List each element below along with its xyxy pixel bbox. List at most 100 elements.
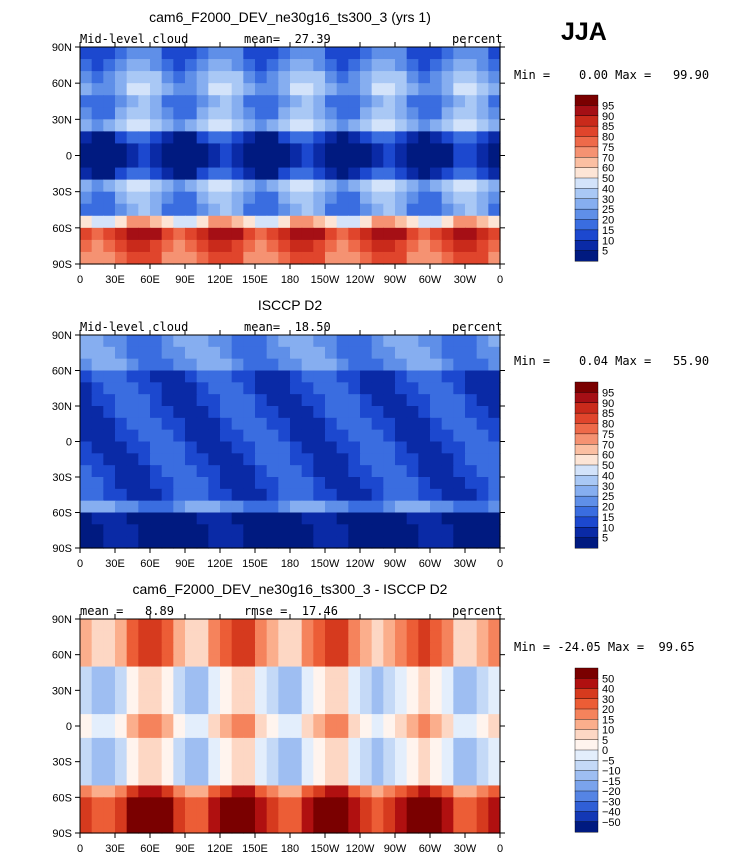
heat-cell — [313, 95, 326, 108]
heat-cell — [255, 512, 268, 525]
x-tick-label: 150E — [242, 558, 268, 570]
heat-cell — [138, 335, 151, 348]
heat-cell — [150, 654, 163, 668]
heat-cell — [465, 524, 478, 537]
heat-cell — [103, 191, 116, 205]
heat-cell — [476, 370, 489, 383]
heat-cell — [418, 346, 431, 360]
heat-cell — [103, 797, 116, 810]
heat-cell — [395, 797, 408, 810]
heat-cell — [325, 761, 338, 775]
heat-cell — [126, 227, 139, 241]
heat-cell — [91, 179, 104, 193]
heat-cell — [406, 773, 419, 787]
heat-cell — [360, 737, 373, 751]
heat-cell — [243, 107, 256, 120]
heat-cell — [418, 358, 431, 372]
heat-cell — [91, 678, 104, 691]
colorbar-label: 5 — [602, 735, 608, 747]
heat-cell — [185, 654, 198, 668]
heat-cell — [360, 47, 373, 60]
heat-cell — [231, 429, 244, 443]
heat-cell — [453, 215, 466, 229]
heat-cell — [465, 107, 478, 120]
heat-cell — [243, 642, 256, 656]
heat-cell — [266, 690, 279, 703]
heat-cell — [115, 47, 128, 60]
heat-cell — [348, 406, 361, 419]
heat-cell — [208, 749, 221, 763]
colorbar-label: 5 — [602, 246, 608, 258]
heat-cell — [348, 536, 361, 549]
heat-cell — [430, 477, 443, 490]
heat-cell — [173, 666, 186, 680]
heat-cell — [220, 107, 233, 120]
heat-cell — [371, 797, 384, 810]
heat-cell — [220, 500, 233, 514]
heat-cell — [441, 131, 454, 145]
heat-cell — [150, 370, 163, 383]
panel-2-map: 0 30E 60E 90E 120E 150E 180 150W 120W 90W 60W 30W 09… — [52, 330, 505, 570]
heat-cell — [173, 690, 186, 703]
heat-cell — [360, 797, 373, 810]
heat-cell — [278, 71, 291, 84]
heat-cell — [243, 429, 256, 443]
heat-cell — [138, 500, 151, 514]
heat-cell — [266, 714, 279, 727]
heat-cell — [196, 809, 209, 822]
x-tick-label: 120W — [346, 843, 375, 855]
heat-cell — [278, 239, 291, 253]
heat-cell — [348, 441, 361, 454]
heat-cell — [465, 239, 478, 253]
heat-cell — [371, 83, 384, 96]
heat-cell — [453, 429, 466, 443]
heat-cell — [80, 71, 93, 84]
heat-cell — [255, 619, 268, 632]
heat-cell — [360, 524, 373, 537]
heat-cell — [126, 702, 139, 715]
heat-cell — [476, 619, 489, 632]
heat-cell — [220, 465, 233, 478]
heat-cell — [266, 821, 279, 834]
heat-cell — [430, 441, 443, 454]
heat-cell — [278, 406, 291, 419]
heat-cell — [383, 406, 396, 419]
x-tick-label: 0 — [497, 558, 503, 570]
heat-cell — [278, 417, 291, 431]
heat-cell — [441, 382, 454, 395]
heat-cell — [383, 215, 396, 229]
heat-cell — [441, 702, 454, 715]
heat-cell — [395, 619, 408, 632]
heat-cell — [150, 726, 163, 739]
heat-cell — [208, 524, 221, 537]
heat-cell — [301, 191, 314, 205]
heat-cell — [406, 394, 419, 407]
heat-cell — [91, 131, 104, 145]
heat-cell — [465, 335, 478, 348]
heat-cell — [91, 666, 104, 680]
heat-cell — [126, 749, 139, 763]
heat-cell — [301, 512, 314, 525]
heat-cell — [348, 155, 361, 169]
heat-cell — [441, 203, 454, 217]
heat-cell — [430, 773, 443, 787]
heat-cell — [430, 95, 443, 108]
heat-cell — [173, 239, 186, 253]
heat-cell — [418, 642, 431, 656]
heat-cell — [266, 797, 279, 810]
colorbar-label: 50 — [602, 673, 614, 685]
heat-cell — [185, 107, 198, 120]
heat-cell — [325, 524, 338, 537]
heat-cell — [161, 536, 174, 549]
heat-cell — [220, 382, 233, 395]
heat-cell — [220, 429, 233, 443]
heat-cell — [243, 441, 256, 454]
heat-cell — [476, 690, 489, 703]
heat-cell — [418, 809, 431, 822]
heat-cell — [255, 382, 268, 395]
x-tick-label: 120W — [346, 558, 375, 570]
heat-cell — [266, 203, 279, 217]
heat-cell — [173, 83, 186, 96]
heat-cell — [266, 155, 279, 169]
